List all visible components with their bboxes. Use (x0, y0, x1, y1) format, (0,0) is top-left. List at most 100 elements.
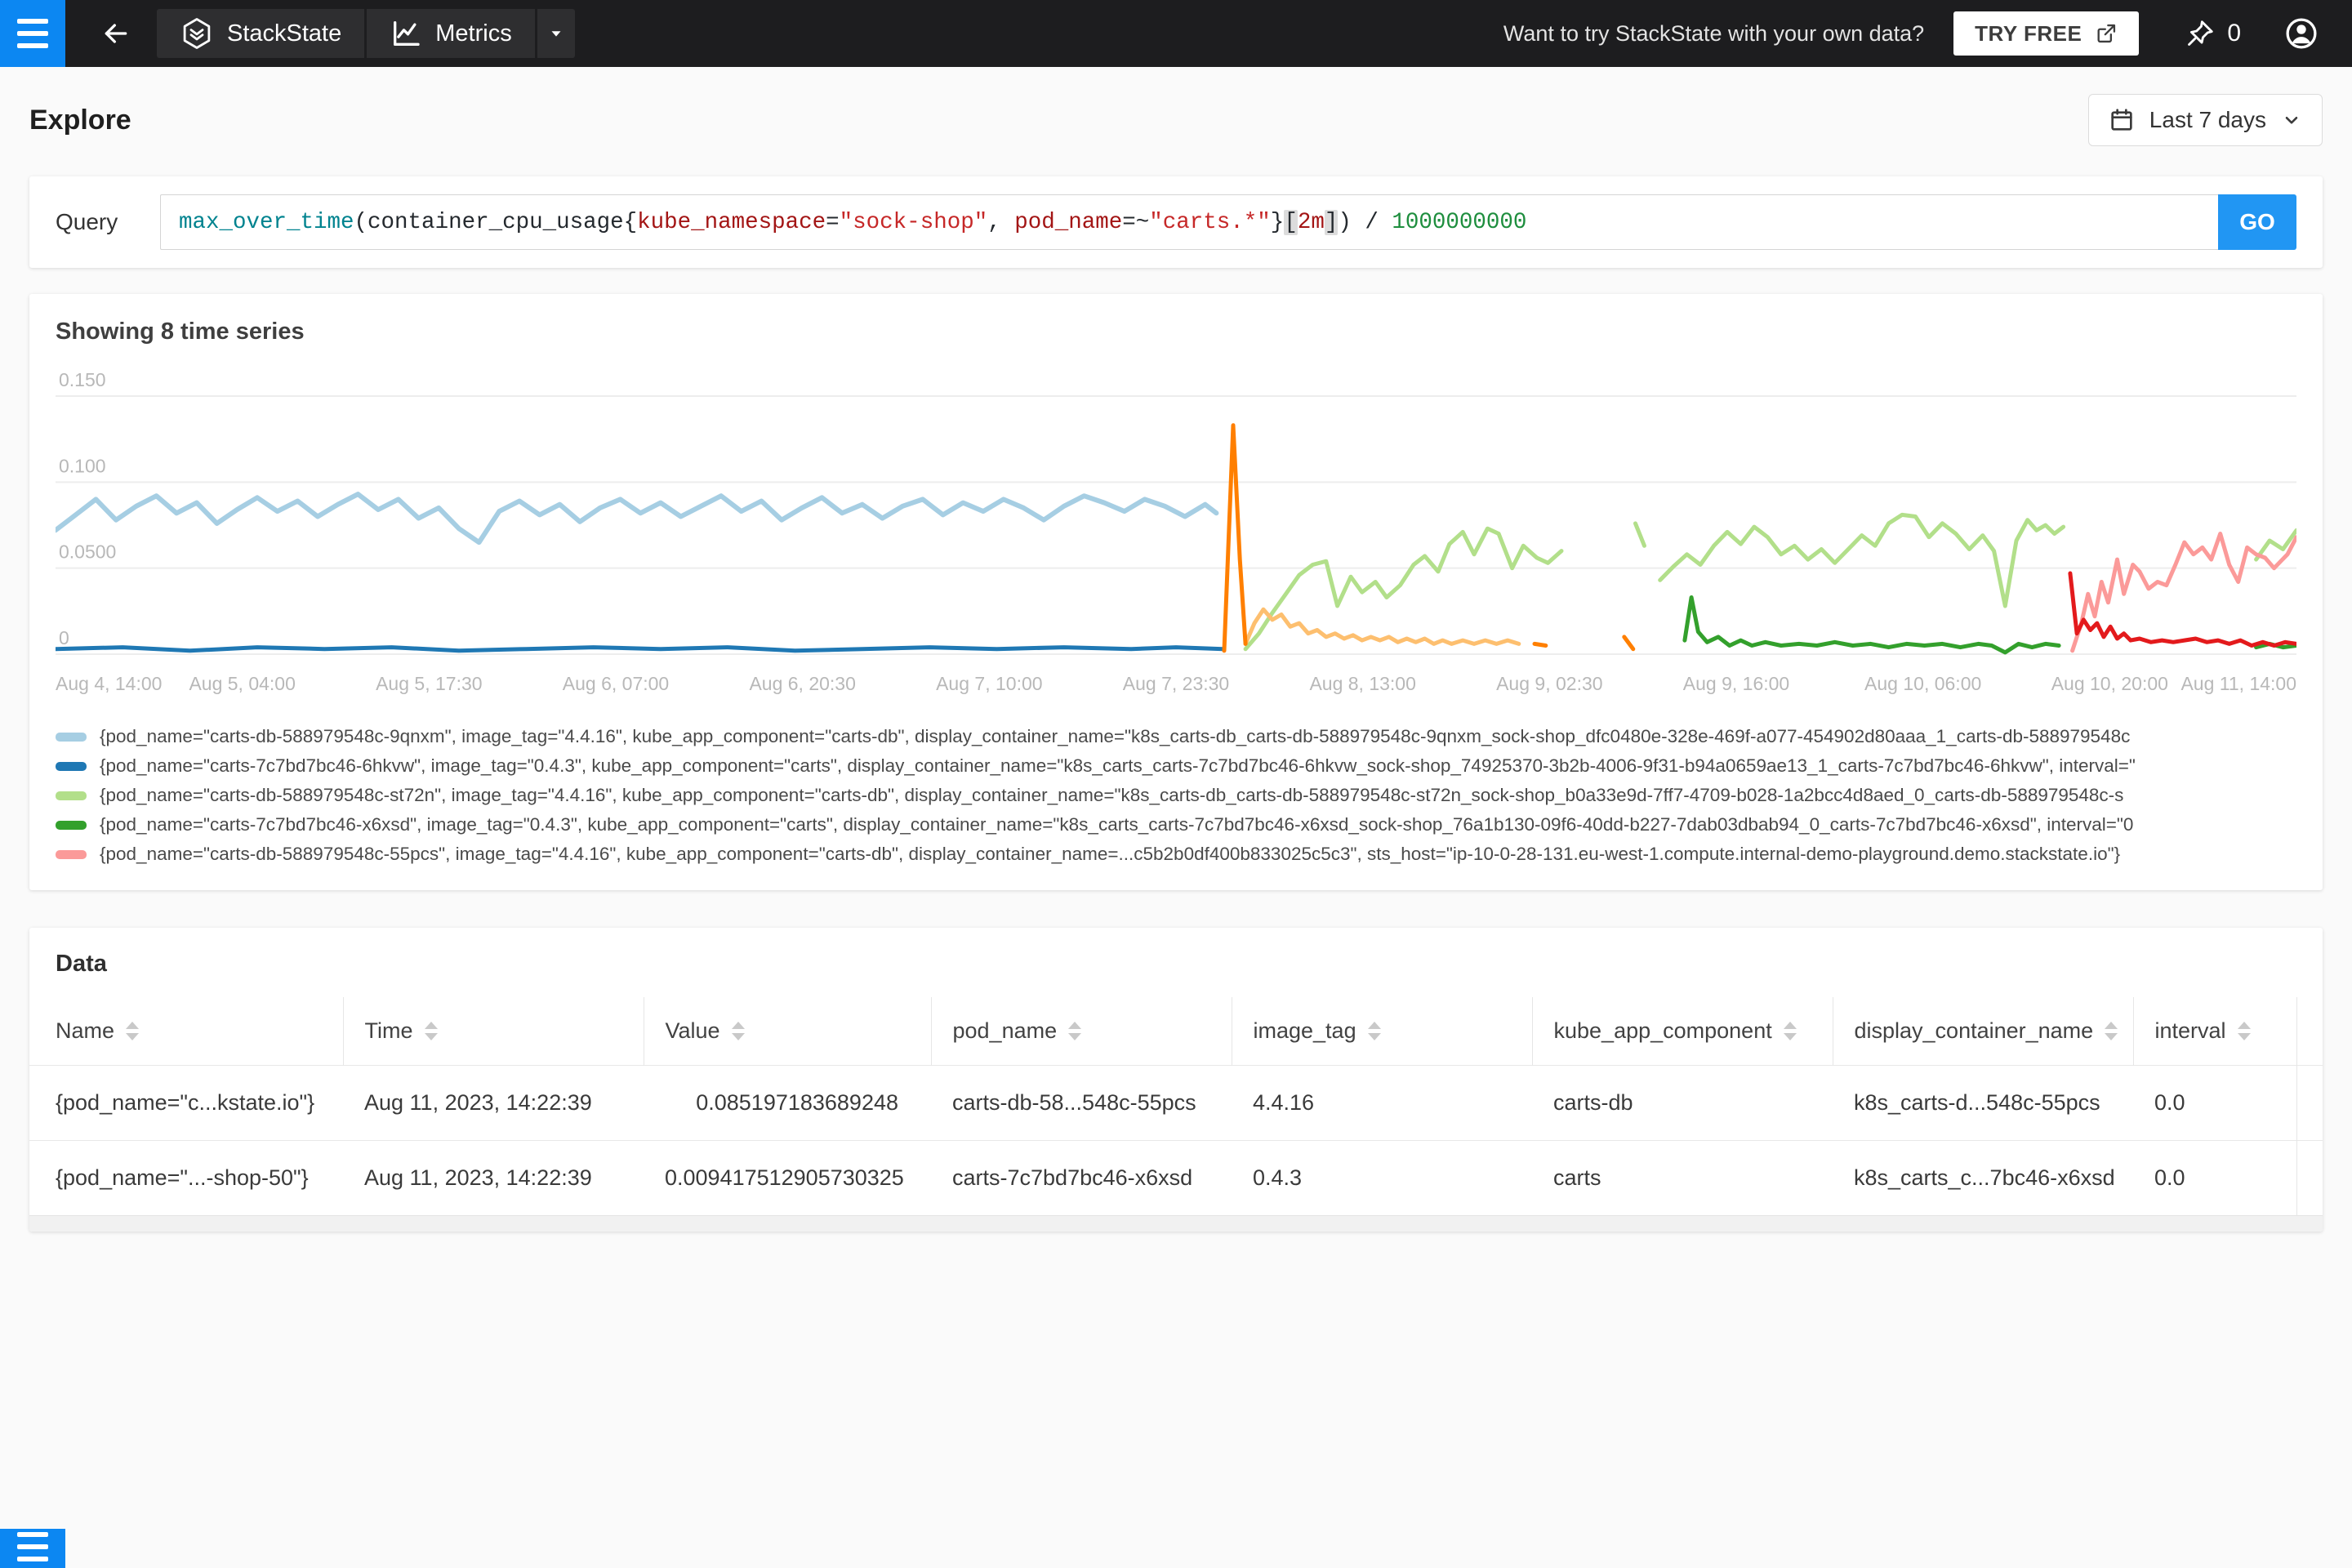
bottom-hamburger-button[interactable] (0, 1529, 65, 1568)
x-axis-tick-label: Aug 9, 16:00 (1683, 673, 1789, 694)
chart-title: Showing 8 time series (56, 318, 305, 345)
query-token: kube_namespace (637, 209, 826, 235)
table-row[interactable]: {pod_name="c...kstate.io"} Aug 11, 2023, … (29, 1065, 2323, 1141)
back-arrow-icon (105, 24, 127, 43)
cell-value: 0.085197183689248 (644, 1065, 931, 1141)
chart-legend: {pod_name="carts-db-588979548c-9qnxm", i… (56, 722, 2296, 869)
column-header-time[interactable]: Time (342, 997, 644, 1066)
pin-count: 0 (2227, 20, 2241, 47)
cell-pod-name: carts-db-58...548c-55pcs (931, 1065, 1232, 1141)
legend-item: {pod_name="carts-db-588979548c-9qnxm", i… (56, 722, 2296, 751)
y-axis-tick-label: 0.150 (59, 373, 106, 390)
app-tabs: StackState Metrics (157, 9, 575, 58)
series-line-carts-7c7bd7bc46-x6xsd (1682, 595, 2061, 655)
column-header-name[interactable]: Name (29, 997, 343, 1066)
table-header-row: Name Time Value pod_name image_tag kube_app_c… (29, 997, 2323, 1066)
table-scroll-gutter[interactable] (2296, 997, 2323, 1066)
go-button[interactable]: GO (2218, 194, 2296, 250)
query-token: (container_cpu_usage{ (354, 209, 638, 235)
tab-stackstate-label: StackState (227, 20, 342, 47)
x-axis-tick-label: Aug 5, 17:30 (376, 673, 482, 694)
query-input[interactable]: max_over_time (container_cpu_usage{kube_n… (160, 194, 2218, 250)
column-header-value[interactable]: Value (643, 997, 931, 1066)
chart-panel: Showing 8 time series 0.150 0.100 0.0500 0 A… (29, 294, 2323, 890)
x-axis-tick-label: Aug 5, 04:00 (189, 673, 295, 694)
query-token: 2m (1297, 209, 1325, 235)
query-token: "sock-shop" (839, 209, 988, 235)
x-axis-tick-label: Aug 9, 02:30 (1496, 673, 1602, 694)
series-line-series-orange-light (1243, 607, 1521, 646)
tab-stackstate[interactable]: StackState (157, 9, 365, 58)
column-header-kube-app-component[interactable]: kube_app_component (1531, 997, 1833, 1066)
series-line-series-orange (1622, 635, 1636, 652)
legend-swatch (56, 761, 87, 771)
x-axis-tick-label: Aug 4, 14:00 (56, 673, 162, 694)
column-header-display-container-name[interactable]: display_container_name (1832, 997, 2133, 1066)
column-header-label: interval (2154, 1018, 2226, 1043)
x-axis-tick-label: Aug 11, 14:00 (2180, 673, 2296, 694)
sort-icon (1783, 1022, 1797, 1040)
x-axis-tick-label: Aug 7, 10:00 (936, 673, 1042, 694)
time-range-label: Last 7 days (2149, 107, 2266, 132)
column-header-interval[interactable]: interval (2132, 997, 2296, 1066)
pinned-items-button[interactable]: 0 (2185, 18, 2241, 49)
column-header-pod-name[interactable]: pod_name (930, 997, 1232, 1066)
cell-kube-app-component: carts (1532, 1140, 1833, 1215)
table-row[interactable]: {pod_name="...-shop-50"} Aug 11, 2023, 14… (29, 1140, 2323, 1215)
series-line-carts-db-588979548c-55pcs (2070, 532, 2299, 653)
column-header-label: Value (665, 1018, 720, 1043)
x-axis-tick-label: Aug 7, 23:30 (1123, 673, 1229, 694)
back-button[interactable] (93, 11, 139, 56)
time-range-selector[interactable]: Last 7 days (2087, 94, 2323, 146)
series-line-carts-db-588979548c-9qnxm (53, 492, 1219, 546)
column-header-label: pod_name (952, 1018, 1058, 1043)
topbar: StackState Metrics Want to try StackStat… (0, 0, 2352, 67)
avatar-icon (2286, 18, 2317, 49)
cell-display-container-name: k8s_carts-d...548c-55pcs (1833, 1065, 2133, 1141)
x-axis-tick-label: Aug 10, 20:00 (2051, 673, 2168, 694)
cell-time: Aug 11, 2023, 14:22:39 (343, 1065, 644, 1141)
legend-item: {pod_name="carts-db-588979548c-st72n", i… (56, 781, 2296, 810)
series-line-series-orange (1222, 423, 1248, 653)
query-token: max_over_time (179, 209, 354, 235)
query-token: pod_name (1014, 209, 1123, 235)
cell-interval: 0.0 (2133, 1140, 2296, 1215)
hamburger-icon (17, 1532, 48, 1537)
table-scroll-gutter[interactable] (2296, 1140, 2323, 1215)
query-token: ] (1324, 209, 1339, 235)
metrics-chart-icon (394, 21, 420, 46)
table-horizontal-scrollbar[interactable] (29, 1215, 2323, 1232)
hamburger-icon (17, 19, 48, 24)
stackstate-logo-icon (183, 18, 211, 49)
legend-label: {pod_name="carts-7c7bd7bc46-6hkvw", imag… (100, 755, 2136, 776)
caret-down-icon (551, 31, 561, 37)
timeseries-chart[interactable]: 0.150 0.100 0.0500 0 Aug 4, 14:00 Aug 5, 04:0… (53, 369, 2299, 698)
tab-dropdown-button[interactable] (537, 9, 575, 58)
cell-image-tag: 0.4.3 (1232, 1140, 1532, 1215)
sort-icon (126, 1022, 140, 1040)
legend-item: {pod_name="carts-7c7bd7bc46-6hkvw", imag… (56, 751, 2296, 781)
legend-label: {pod_name="carts-7c7bd7bc46-x6xsd", imag… (100, 814, 2134, 835)
cell-kube-app-component: carts-db (1532, 1065, 1833, 1141)
tab-metrics[interactable]: Metrics (367, 9, 535, 58)
sort-icon (2237, 1022, 2251, 1040)
query-token: [ (1284, 209, 1298, 235)
legend-label: {pod_name="carts-db-588979548c-9qnxm", i… (100, 726, 2131, 746)
external-link-icon (2097, 24, 2116, 43)
legend-swatch (56, 791, 87, 800)
user-avatar-button[interactable] (2283, 16, 2319, 51)
x-axis-tick-label: Aug 6, 07:00 (563, 673, 669, 694)
data-panel: Data Name Time Value pod_name image_tag kube_… (29, 928, 2323, 1232)
y-axis-tick-label: 0.0500 (59, 541, 116, 563)
column-header-image-tag[interactable]: image_tag (1231, 997, 1532, 1066)
query-token: =~ (1122, 209, 1150, 235)
try-free-button[interactable]: TRY FREE (1953, 11, 2140, 56)
table-scroll-gutter[interactable] (2296, 1065, 2323, 1141)
series-line-carts-db-588979548c-st72n (1633, 521, 1646, 548)
column-header-label: Time (364, 1018, 413, 1043)
page-title: Explore (29, 104, 131, 136)
cell-image-tag: 4.4.16 (1232, 1065, 1532, 1141)
column-header-label: kube_app_component (1553, 1018, 1772, 1043)
hamburger-menu-button[interactable] (0, 0, 65, 67)
series-line-series-red (2068, 571, 2299, 648)
